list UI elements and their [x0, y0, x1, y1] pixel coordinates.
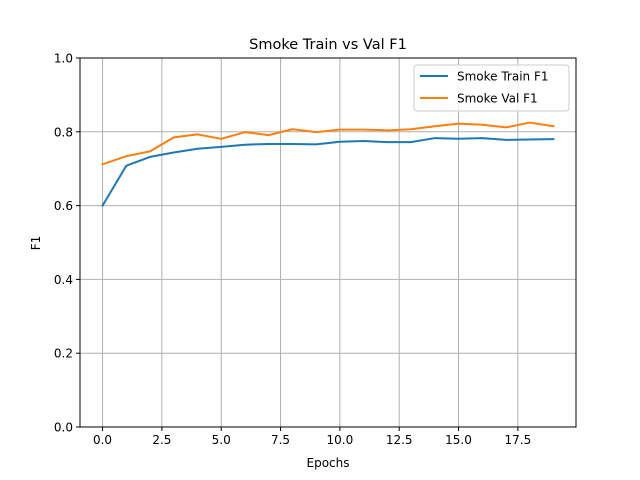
- legend-label-val: Smoke Val F1: [457, 92, 538, 106]
- y-axis-ticks: 0.0 0.2 0.4 0.6 0.8 1.0: [54, 52, 80, 435]
- legend-label-train: Smoke Train F1: [457, 70, 549, 84]
- plot-area-frame: [79, 57, 577, 428]
- x-tick-label: 5.0: [212, 433, 231, 447]
- x-tick-label: 10.0: [327, 433, 354, 447]
- series-line-val: [101, 121, 555, 166]
- series-line-train: [101, 137, 555, 207]
- y-tick-label: 0.8: [54, 125, 73, 139]
- y-tick-label: 0.0: [54, 421, 73, 435]
- y-axis-label: F1: [29, 236, 43, 251]
- x-tick-label: 2.5: [152, 433, 171, 447]
- y-tick-label: 1.0: [54, 52, 73, 66]
- series-lines: [101, 121, 555, 207]
- legend: Smoke Train F1 Smoke Val F1: [413, 64, 570, 112]
- x-axis-ticks: 0.0 2.5 5.0 7.5 10.0 12.5 15.0 17.5: [93, 427, 531, 447]
- x-tick-label: 15.0: [445, 433, 472, 447]
- x-axis-label: Epochs: [307, 456, 350, 470]
- y-tick-label: 0.4: [54, 273, 73, 287]
- x-tick-label: 17.5: [504, 433, 531, 447]
- legend-box: [413, 64, 570, 112]
- y-tick-label: 0.2: [54, 347, 73, 361]
- x-tick-label: 7.5: [271, 433, 290, 447]
- x-tick-label: 0.0: [93, 433, 112, 447]
- chart-title: Smoke Train vs Val F1: [249, 37, 407, 53]
- y-tick-label: 0.6: [54, 199, 73, 213]
- x-tick-label: 12.5: [386, 433, 413, 447]
